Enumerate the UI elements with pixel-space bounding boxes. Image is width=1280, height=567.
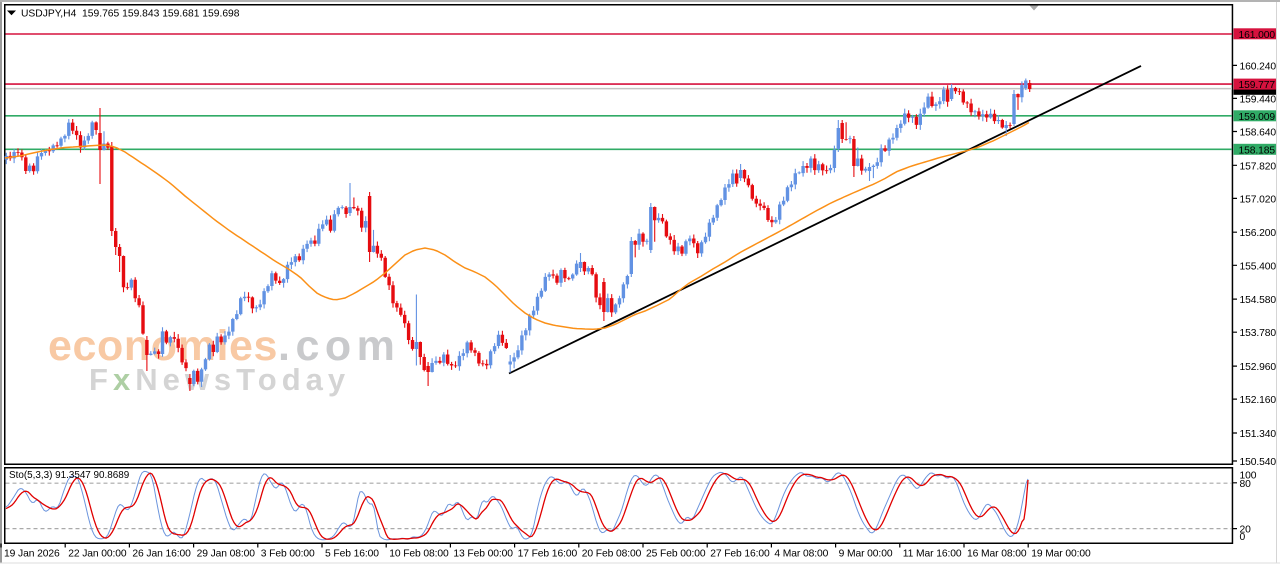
svg-text:25 Feb 00:00: 25 Feb 00:00 (646, 549, 706, 560)
svg-text:Sto(5,3,3) 91.3547 90.8689: Sto(5,3,3) 91.3547 90.8689 (9, 470, 130, 481)
svg-text:152.160: 152.160 (1240, 395, 1277, 406)
svg-text:USDJPY,H4 159.765 159.843 159: USDJPY,H4 159.765 159.843 159.681 159.69… (21, 8, 240, 19)
svg-text:11 Mar 16:00: 11 Mar 16:00 (903, 549, 962, 560)
svg-text:13 Feb 00:00: 13 Feb 00:00 (453, 549, 513, 560)
svg-text:100: 100 (1240, 471, 1257, 482)
svg-text:20 Feb 08:00: 20 Feb 08:00 (582, 549, 642, 560)
svg-text:FxNewsToday: FxNewsToday (89, 362, 350, 397)
svg-text:159.777: 159.777 (1239, 80, 1276, 91)
svg-text:153.780: 153.780 (1240, 328, 1277, 339)
svg-text:0: 0 (1240, 532, 1246, 543)
svg-text:5 Feb 16:00: 5 Feb 16:00 (325, 549, 379, 560)
svg-text:3 Feb 00:00: 3 Feb 00:00 (261, 549, 315, 560)
svg-text:150.540: 150.540 (1240, 457, 1277, 468)
svg-text:4 Mar 08:00: 4 Mar 08:00 (774, 549, 828, 560)
svg-text:157.820: 157.820 (1240, 161, 1277, 172)
svg-text:26 Jan 16:00: 26 Jan 16:00 (132, 549, 191, 560)
svg-text:159.009: 159.009 (1239, 112, 1276, 123)
svg-text:151.340: 151.340 (1240, 429, 1277, 440)
svg-text:158.640: 158.640 (1240, 128, 1277, 139)
svg-text:155.400: 155.400 (1240, 261, 1277, 272)
svg-text:economies.com: economies.com (48, 322, 400, 370)
svg-text:10 Feb 08:00: 10 Feb 08:00 (389, 549, 449, 560)
svg-text:160.240: 160.240 (1240, 61, 1277, 72)
svg-text:22 Jan 00:00: 22 Jan 00:00 (68, 549, 127, 560)
svg-text:29 Jan 08:00: 29 Jan 08:00 (197, 549, 256, 560)
svg-text:19 Jan 2026: 19 Jan 2026 (4, 549, 60, 560)
svg-text:159.698: 159.698 (1239, 85, 1276, 96)
svg-text:17 Feb 16:00: 17 Feb 16:00 (518, 549, 578, 560)
svg-text:158.185: 158.185 (1239, 145, 1276, 156)
svg-text:152.960: 152.960 (1240, 362, 1277, 373)
svg-text:156.200: 156.200 (1240, 228, 1277, 239)
svg-text:19 Mar 00:00: 19 Mar 00:00 (1031, 549, 1091, 560)
svg-text:16 Mar 08:00: 16 Mar 08:00 (967, 549, 1027, 560)
svg-text:159.440: 159.440 (1240, 94, 1277, 105)
svg-text:20: 20 (1240, 525, 1252, 536)
svg-text:9 Mar 00:00: 9 Mar 00:00 (839, 549, 893, 560)
svg-text:154.580: 154.580 (1240, 295, 1277, 306)
svg-text:80: 80 (1240, 479, 1252, 490)
svg-text:27 Feb 16:00: 27 Feb 16:00 (710, 549, 770, 560)
svg-text:161.000: 161.000 (1239, 30, 1276, 41)
svg-text:157.020: 157.020 (1240, 194, 1277, 205)
